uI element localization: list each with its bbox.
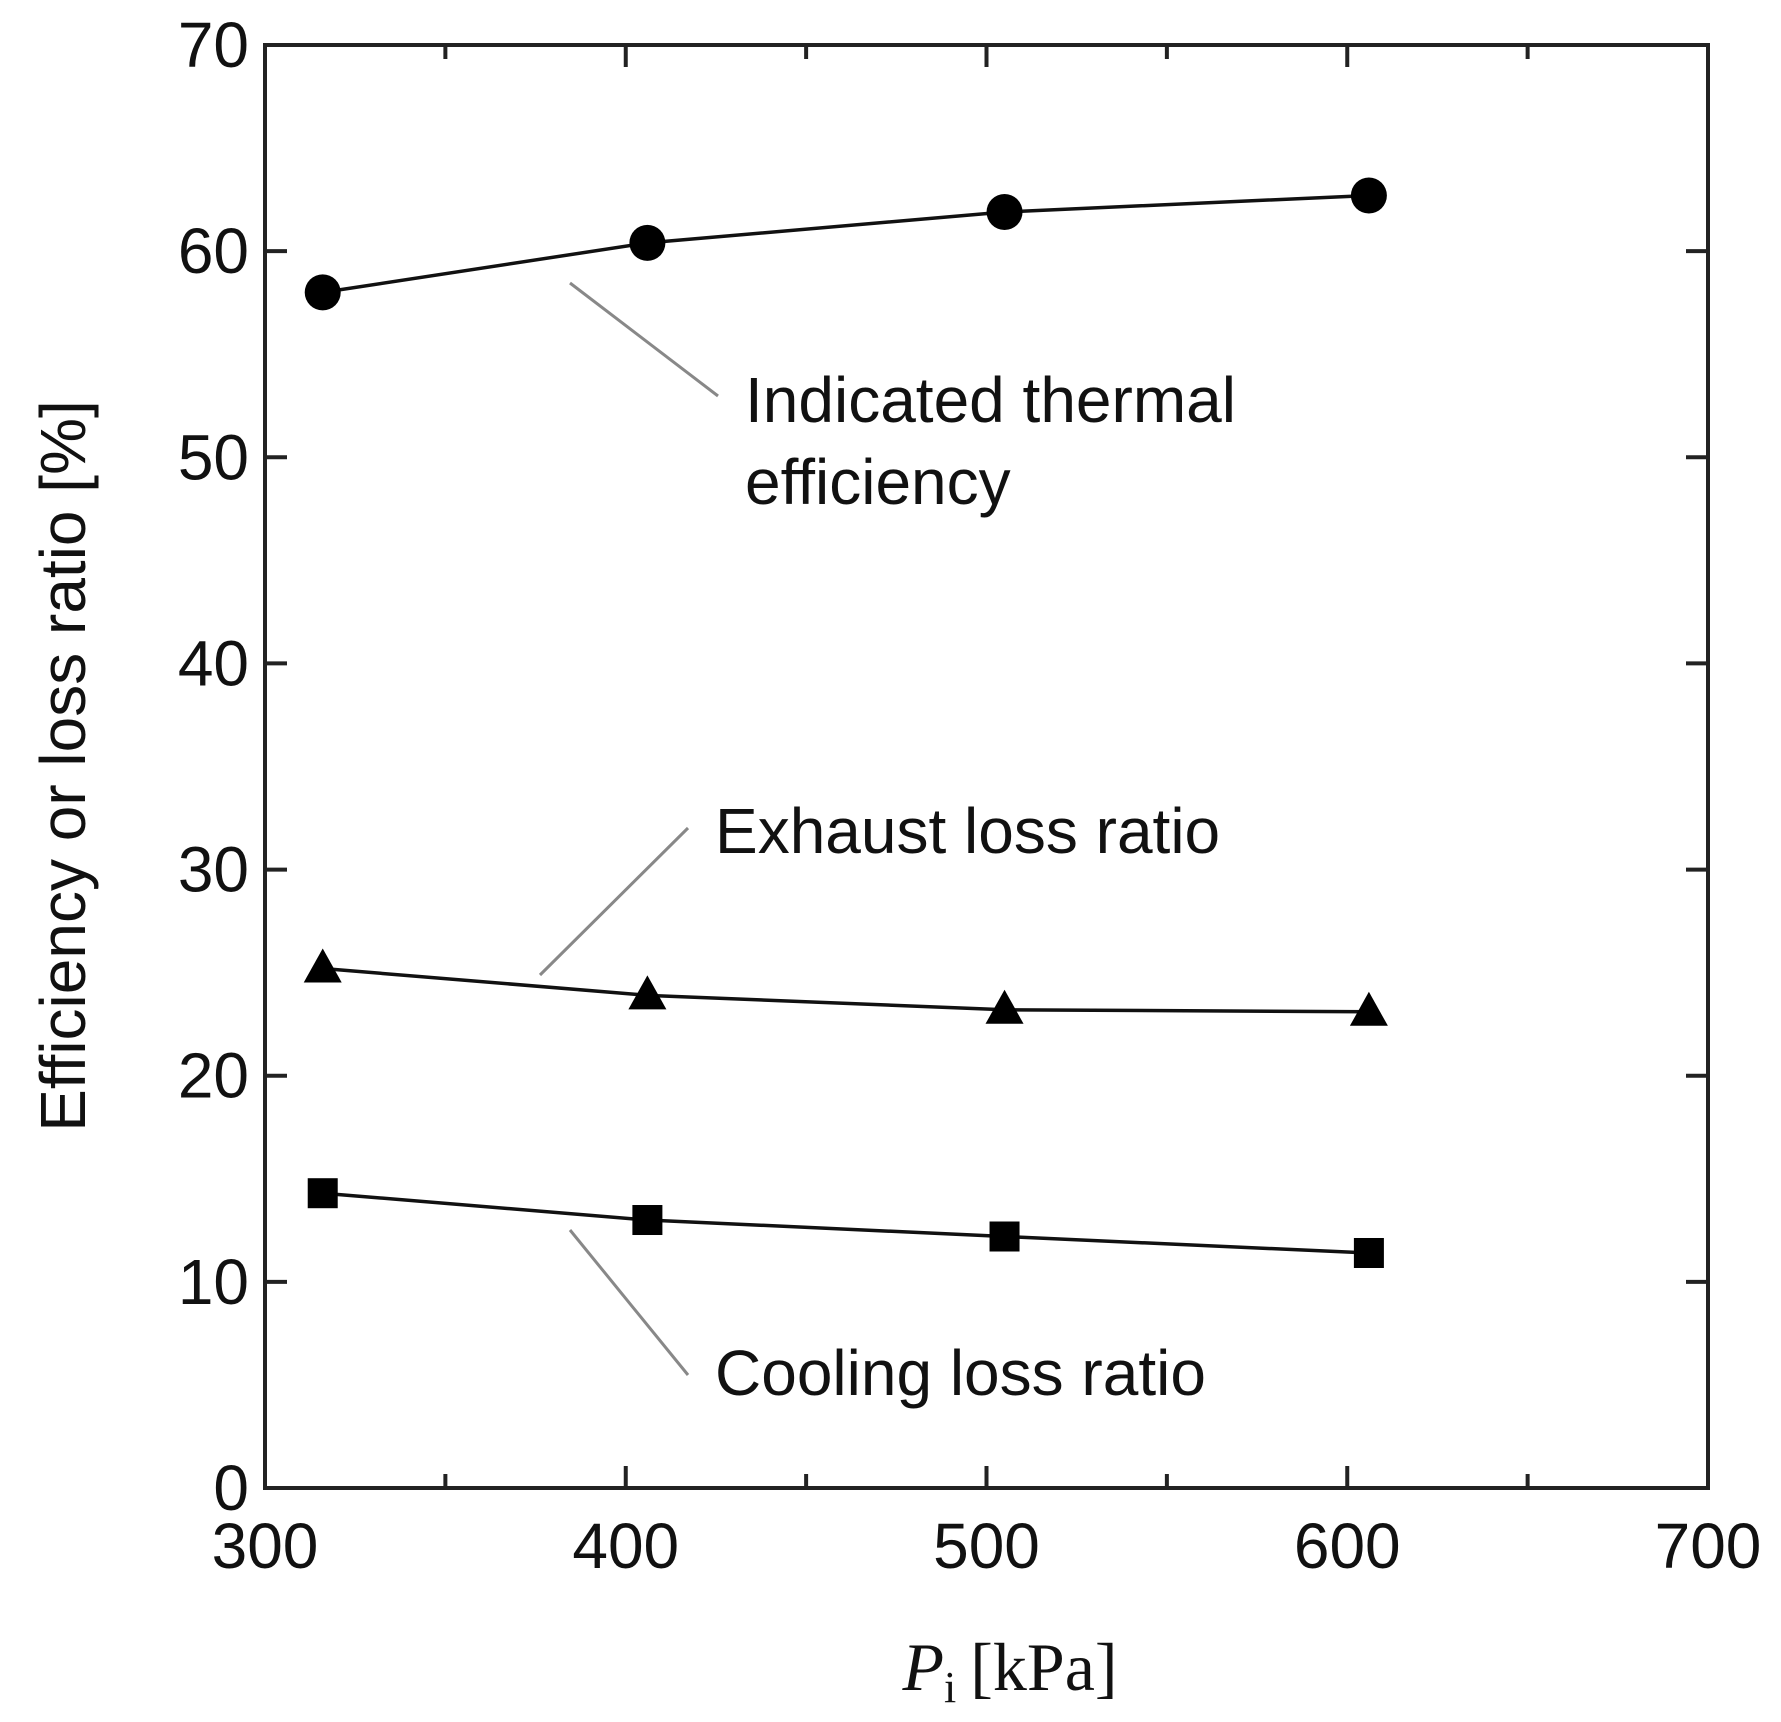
y-tick-label: 0	[213, 1452, 249, 1524]
x-tick-label: 700	[1655, 1510, 1762, 1582]
indicated-thermal-efficiency-annotation: Indicated thermal	[745, 364, 1236, 436]
series-layer	[303, 177, 1388, 1268]
exhaust-loss-ratio-line	[322, 966, 1369, 1014]
x-tick-label: 300	[212, 1510, 319, 1582]
x-axis-title-unit: [kPa]	[970, 1629, 1117, 1705]
plot-frame	[263, 43, 1710, 1490]
indicated-thermal-efficiency-point	[1350, 177, 1387, 214]
labels-layer: 0 10 20 30 40 50 60 70 300 400 500 600 700	[178, 9, 1762, 1582]
cooling-loss-ratio-point	[1353, 1237, 1384, 1268]
exhaust-loss-ratio-leader-line	[538, 826, 690, 977]
cooling-loss-ratio-point	[307, 1178, 338, 1209]
cooling-loss-ratio-annotation: Cooling loss ratio	[715, 1337, 1206, 1409]
annotation-layer: Indicated thermal efficiency Exhaust loss …	[538, 281, 1236, 1409]
x-tick-label: 500	[933, 1510, 1040, 1582]
x-axis-title-symbol: P	[901, 1629, 944, 1705]
indicated-thermal-efficiency-point	[629, 224, 666, 261]
cooling-loss-ratio-point	[989, 1221, 1020, 1252]
cooling-loss-ratio-point	[632, 1205, 663, 1236]
x-tick-label: 400	[572, 1510, 679, 1582]
exhaust-loss-ratio-point	[985, 989, 1024, 1024]
exhaust-loss-ratio-annotation: Exhaust loss ratio	[715, 795, 1220, 867]
x-tick-label: 600	[1294, 1510, 1401, 1582]
indicated-thermal-efficiency-point	[986, 193, 1023, 230]
x-axis-title-subscript: i	[944, 1663, 956, 1712]
indicated-thermal-efficiency-annotation: efficiency	[745, 446, 1011, 518]
y-tick-label: 70	[178, 9, 249, 81]
y-tick-label: 20	[178, 1040, 249, 1112]
y-tick-label: 40	[178, 627, 249, 699]
indicated-thermal-efficiency-point	[304, 274, 341, 311]
y-axis-title: Efficiency or loss ratio [%]	[27, 400, 99, 1132]
exhaust-loss-ratio-point	[628, 975, 667, 1010]
y-tick-label: 50	[178, 421, 249, 493]
cooling-loss-ratio-line	[322, 1191, 1369, 1255]
y-tick-label: 30	[178, 834, 249, 906]
x-axis-title: Pi [kPa]	[901, 1629, 1117, 1712]
exhaust-loss-ratio-point	[303, 948, 342, 983]
ticks-layer	[265, 45, 1708, 1488]
cooling-loss-ratio-leader-line	[568, 1229, 690, 1376]
indicated-thermal-efficiency-leader-line	[569, 281, 719, 398]
exhaust-loss-ratio-point	[1349, 991, 1388, 1026]
y-tick-label: 60	[178, 215, 249, 287]
indicated-thermal-efficiency-line	[322, 193, 1369, 295]
y-tick-label: 10	[178, 1246, 249, 1318]
